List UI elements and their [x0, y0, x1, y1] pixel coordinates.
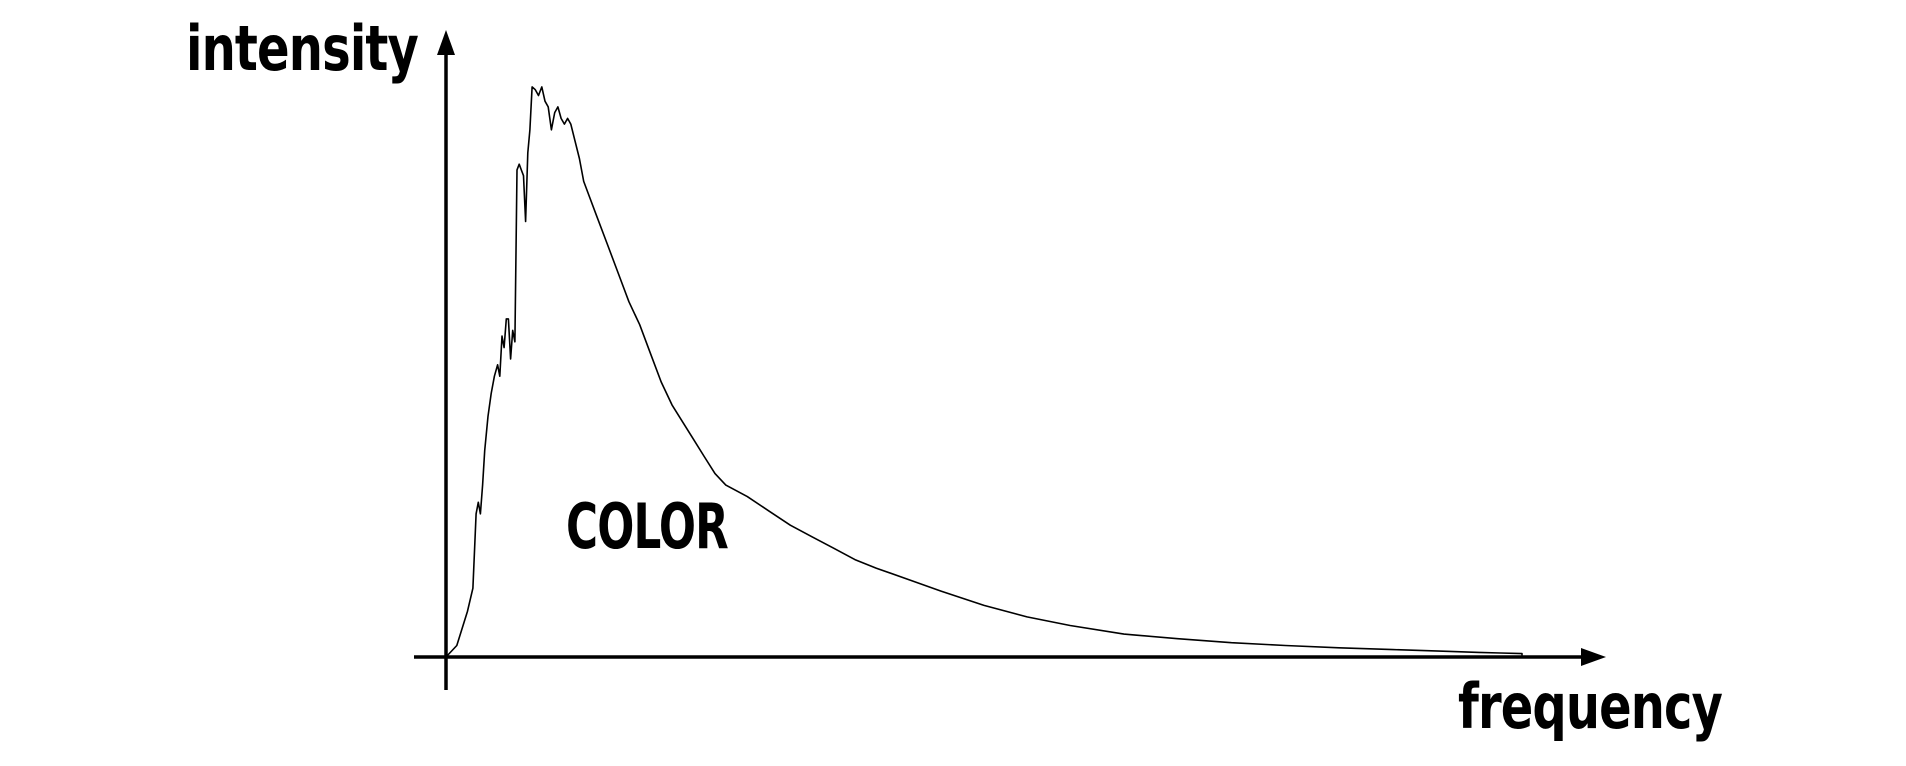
x-axis-label: frequency [1458, 670, 1723, 743]
y-axis [437, 30, 455, 690]
series-line [446, 87, 1522, 657]
y-axis-label: intensity [186, 12, 419, 85]
y-axis-arrow [437, 30, 455, 55]
x-axis-arrow [1581, 648, 1606, 666]
annotation-label: COLOR [566, 490, 728, 563]
